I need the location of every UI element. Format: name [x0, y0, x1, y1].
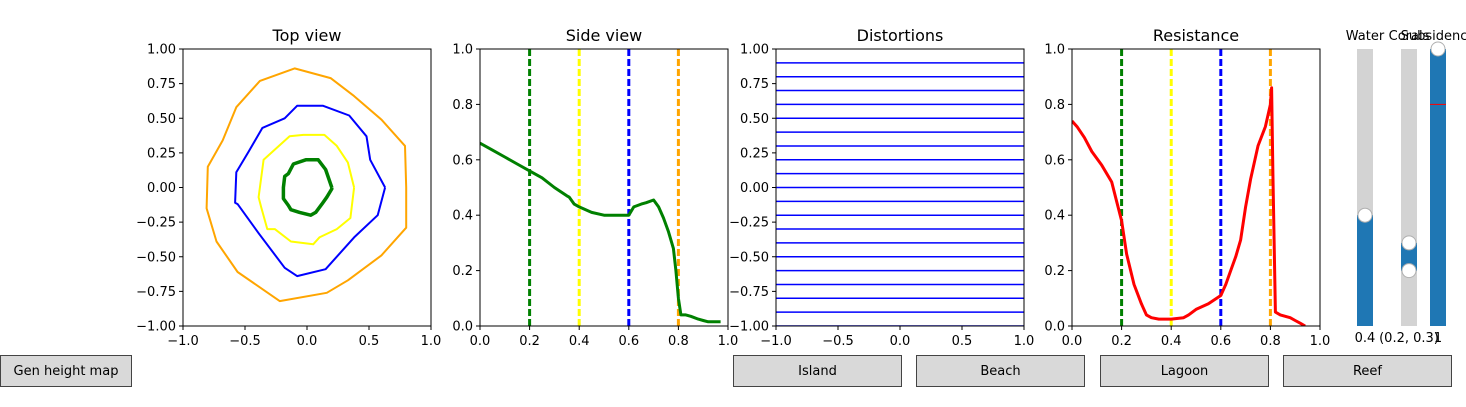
y-tick-label: 0.0 [1044, 320, 1065, 335]
distortions-chart: Distortions −1.0 −0.5 0.0 0.5 1.0 −1.00 −0.75 −0… [729, 26, 1034, 349]
yellow-series-line [257, 133, 356, 246]
island-button[interactable]: Island [733, 355, 902, 387]
corals-slider-track [1401, 49, 1417, 326]
side-view-title: Side view [566, 26, 643, 45]
y-tick-label: 0.6 [1044, 153, 1065, 168]
gen-height-map-button[interactable]: Gen height map [0, 355, 132, 387]
resistance-plot-area [1072, 49, 1306, 326]
corals-slider-title: Corals [1389, 29, 1430, 44]
x-tick-label: 0.6 [618, 334, 639, 349]
subsidence-slider-value: 1 [1434, 331, 1442, 346]
subsidence-slider-fill [1430, 49, 1446, 326]
y-tick-label: 0.6 [452, 153, 473, 168]
y-tick-label: −0.75 [136, 285, 176, 300]
y-tick-label: 0.50 [740, 112, 769, 127]
water-slider-handle[interactable] [1357, 207, 1373, 223]
subsidence-slider-handle[interactable] [1430, 41, 1446, 57]
side-view-chart: Side view 0.0 0.2 0.4 0.6 0.8 1.0 0.0 0.2 0.4 0.6 0… [452, 26, 738, 349]
corals-slider[interactable]: Corals (0.2, 0.3) [1379, 29, 1439, 346]
x-tick-label: 0.0 [470, 334, 491, 349]
x-tick-label: 0.0 [890, 334, 911, 349]
y-tick-label: 1.00 [740, 43, 769, 58]
x-tick-label: 0.4 [569, 334, 590, 349]
corals-slider-value: (0.2, 0.3) [1379, 331, 1439, 346]
x-tick-label: −1.0 [167, 334, 199, 349]
y-tick-label: 1.0 [1044, 43, 1065, 58]
y-tick-label: −1.00 [136, 320, 176, 335]
y-tick-label: 0.8 [1044, 98, 1065, 113]
water-slider-title: Water [1346, 29, 1385, 44]
x-tick-label: 0.2 [1111, 334, 1132, 349]
y-tick-label: −0.75 [729, 285, 769, 300]
water-slider-value: 0.4 [1355, 331, 1376, 346]
orange-series-line [205, 67, 408, 303]
x-tick-label: 0.0 [297, 334, 318, 349]
water-slider[interactable]: Water 0.4 [1346, 29, 1385, 346]
y-tick-label: −0.50 [136, 250, 176, 265]
resistance-title: Resistance [1153, 26, 1239, 45]
x-tick-label: −1.0 [760, 334, 792, 349]
y-tick-label: 1.0 [452, 43, 473, 58]
top-view-chart: Top view −1.0 −0.5 0.0 0.5 1.0 −1.00 −0.75 −0.50… [136, 26, 441, 349]
top-view-plot-area [205, 67, 408, 303]
x-tick-label: 1.0 [1014, 334, 1035, 349]
y-tick-label: −0.25 [136, 216, 176, 231]
y-tick-label: 0.00 [147, 181, 176, 196]
y-tick-label: 0.75 [740, 77, 769, 92]
y-tick-label: −0.50 [729, 250, 769, 265]
y-tick-label: 0.2 [452, 264, 473, 279]
x-tick-label: 1.0 [718, 334, 739, 349]
subsidence-slider[interactable]: Subsidence 1 [1401, 29, 1466, 346]
x-tick-label: −0.5 [822, 334, 854, 349]
x-tick-label: 0.5 [359, 334, 380, 349]
beach-button[interactable]: Beach [916, 355, 1085, 387]
y-tick-label: −1.00 [729, 320, 769, 335]
y-tick-label: 0.2 [1044, 264, 1065, 279]
x-tick-label: 0.0 [1062, 334, 1083, 349]
y-tick-label: 0.8 [452, 98, 473, 113]
lagoon-button[interactable]: Lagoon [1100, 355, 1269, 387]
x-tick-label: 0.4 [1161, 334, 1182, 349]
y-tick-label: 0.4 [1044, 209, 1065, 224]
distortions-plot-area [776, 62, 1024, 326]
y-tick-label: 0.50 [147, 112, 176, 127]
subsidence-slider-title: Subsidence [1401, 29, 1466, 44]
y-tick-label: −0.25 [729, 216, 769, 231]
y-tick-label: 0.0 [452, 320, 473, 335]
x-tick-label: 0.8 [1260, 334, 1281, 349]
red-series-line [1072, 86, 1306, 326]
water-slider-fill [1357, 215, 1373, 326]
x-tick-label: 1.0 [421, 334, 442, 349]
corals-slider-fill [1401, 242, 1417, 271]
corals-slider-handle[interactable] [1401, 263, 1417, 279]
distortions-frame [775, 48, 1025, 327]
green-series-line [480, 141, 721, 324]
x-tick-label: 1.0 [1310, 334, 1331, 349]
x-tick-label: 0.8 [668, 334, 689, 349]
y-tick-label: 1.00 [147, 43, 176, 58]
resistance-frame [1071, 48, 1321, 327]
x-tick-label: 0.5 [952, 334, 973, 349]
blue-series-line [234, 104, 387, 278]
y-tick-label: 0.4 [452, 209, 473, 224]
corals-slider-handle[interactable] [1401, 235, 1417, 251]
y-tick-label: 0.25 [740, 146, 769, 161]
y-tick-label: 0.25 [147, 146, 176, 161]
distortions-title: Distortions [857, 26, 944, 45]
x-tick-label: 0.2 [519, 334, 540, 349]
y-tick-label: 0.00 [740, 181, 769, 196]
side-view-frame [479, 48, 729, 327]
green-series-line [281, 158, 334, 217]
y-tick-label: 0.75 [147, 77, 176, 92]
reef-button[interactable]: Reef [1283, 355, 1452, 387]
top-view-title: Top view [272, 26, 342, 45]
side-view-plot-area [480, 49, 721, 326]
x-tick-label: 0.6 [1210, 334, 1231, 349]
x-tick-label: −0.5 [229, 334, 261, 349]
resistance-chart: Resistance 0.0 0.2 0.4 0.6 0.8 1.0 0.0 0.2 0.4 0.6… [1044, 26, 1330, 349]
top-view-frame [182, 48, 432, 327]
